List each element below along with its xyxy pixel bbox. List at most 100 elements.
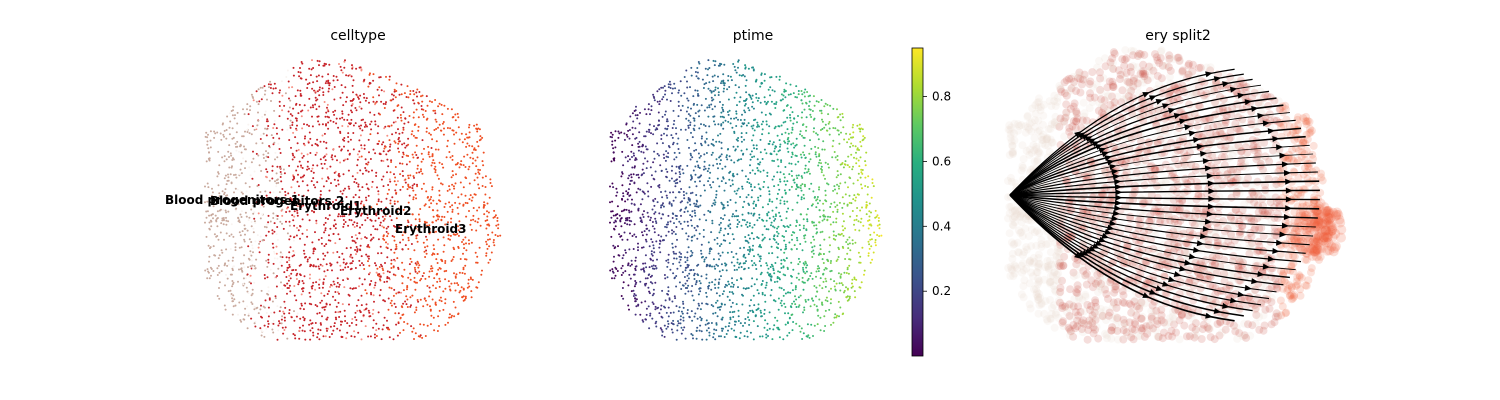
ptime-point	[697, 93, 699, 95]
celltype-point	[284, 326, 287, 329]
celltype-point	[457, 126, 460, 129]
celltype-point	[276, 178, 279, 181]
ptime-point	[753, 147, 756, 150]
ptime-point	[638, 140, 641, 143]
ptime-point	[740, 224, 743, 227]
celltype-point	[278, 310, 281, 313]
ptime-point	[729, 199, 732, 201]
ptime-point	[647, 215, 650, 218]
celltype-point	[405, 96, 408, 98]
celltype-point	[292, 74, 295, 77]
ptime-point	[693, 272, 696, 275]
celltype-point	[232, 235, 235, 238]
celltype-point	[301, 218, 304, 221]
celltype-point	[462, 186, 465, 189]
ptime-point	[870, 245, 873, 248]
celltype-point	[323, 306, 325, 309]
celltype-point	[295, 234, 298, 237]
celltype-point	[468, 131, 471, 134]
celltype-point	[456, 232, 459, 235]
ptime-point	[872, 251, 875, 254]
celltype-point	[412, 327, 415, 330]
ptime-point	[818, 155, 820, 158]
celltype-point	[312, 67, 315, 69]
celltype-point	[374, 103, 376, 106]
ptime-point	[747, 193, 750, 196]
celltype-point	[488, 196, 491, 199]
ptime-point	[808, 152, 811, 155]
ptime-point	[674, 182, 677, 185]
celltype-point	[395, 217, 398, 220]
celltype-point	[452, 174, 455, 177]
ptime-point	[634, 300, 637, 303]
ptime-point	[784, 323, 787, 326]
celltype-point	[276, 305, 279, 308]
celltype-point	[303, 243, 306, 246]
ptime-point	[715, 329, 718, 332]
ptime-point	[796, 236, 798, 239]
celltype-point	[235, 145, 237, 148]
celltype-point	[277, 324, 280, 327]
ptime-point	[735, 125, 738, 127]
celltype-point	[311, 87, 314, 90]
ptime-point	[666, 128, 668, 131]
ptime-point	[821, 169, 823, 171]
celltype-point	[325, 318, 328, 321]
ptime-point	[630, 202, 633, 205]
celltype-point	[427, 151, 430, 154]
celltype-point	[227, 290, 230, 293]
ptime-point	[726, 201, 729, 203]
celltype-point	[286, 292, 288, 295]
ptime-point	[866, 193, 869, 196]
celltype-point	[298, 264, 301, 267]
celltype-point	[460, 193, 463, 196]
celltype-point	[267, 290, 270, 293]
celltype-point	[368, 264, 371, 267]
ptime-point	[790, 234, 793, 237]
ptime-point	[841, 162, 844, 164]
ptime-point	[684, 337, 687, 340]
celltype-point	[334, 299, 337, 302]
celltype-point	[250, 259, 253, 262]
ptime-point	[749, 248, 752, 251]
ptime-point	[790, 185, 793, 188]
ptime-point	[818, 221, 821, 224]
ptime-point	[672, 141, 675, 144]
celltype-point	[288, 263, 291, 266]
ptime-point	[760, 246, 763, 249]
celltype-point	[386, 270, 389, 273]
celltype-point	[265, 150, 267, 153]
celltype-point	[324, 217, 327, 219]
celltype-point	[382, 226, 385, 229]
celltype-point	[221, 217, 224, 220]
ptime-point	[656, 90, 659, 93]
ptime-point	[660, 134, 663, 137]
celltype-point	[347, 149, 349, 152]
celltype-point	[395, 191, 398, 194]
ptime-point	[649, 219, 652, 222]
celltype-point	[412, 99, 415, 102]
ptime-point	[685, 192, 688, 195]
ptime-point	[730, 79, 733, 82]
ptime-point	[689, 86, 691, 89]
celltype-point	[409, 174, 412, 177]
ptime-point	[838, 201, 841, 204]
ptime-point	[783, 235, 785, 238]
celltype-point	[225, 183, 228, 186]
ptime-point	[719, 132, 722, 135]
ptime-point	[861, 128, 864, 131]
celltype-point	[430, 202, 433, 205]
celltype-point	[390, 287, 393, 290]
ptime-point	[687, 106, 689, 109]
celltype-point	[488, 224, 491, 227]
celltype-point	[254, 325, 257, 328]
ptime-point	[759, 170, 762, 173]
celltype-point	[377, 217, 380, 220]
celltype-point	[441, 122, 444, 125]
ptime-point	[765, 284, 768, 287]
celltype-point	[208, 277, 211, 280]
ptime-point	[690, 224, 693, 227]
celltype-point	[382, 272, 385, 275]
celltype-point	[331, 154, 334, 157]
celltype-point	[364, 289, 367, 292]
